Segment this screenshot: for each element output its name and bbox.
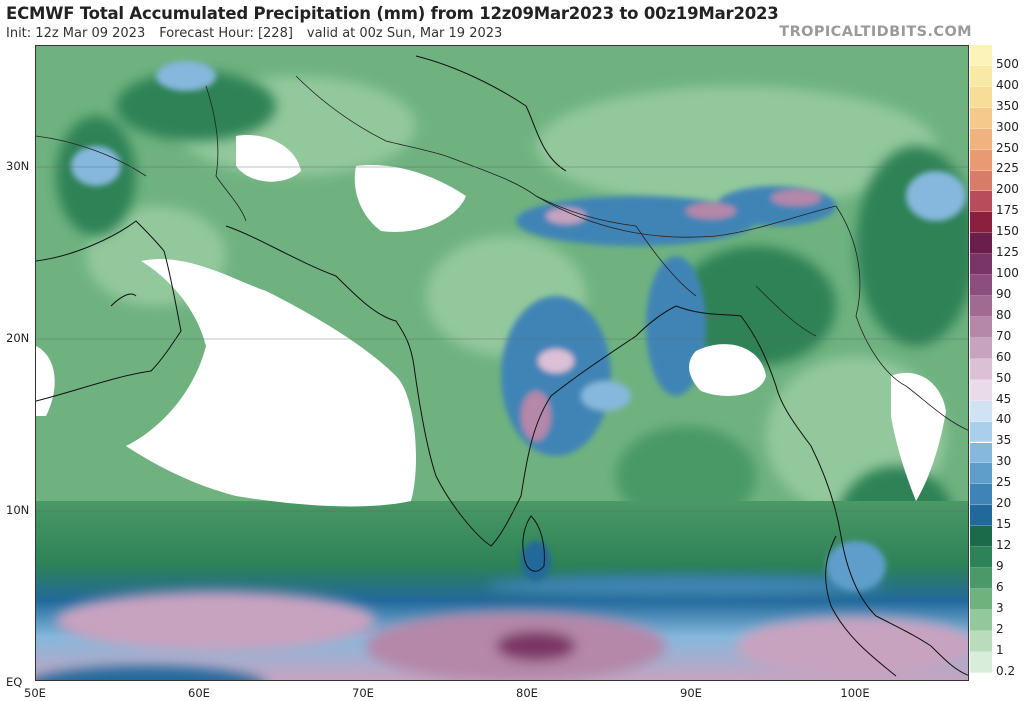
- legend-label-175: 175: [996, 203, 1019, 218]
- graticule: [36, 166, 968, 512]
- precip-color-legend: [970, 45, 992, 681]
- lat-label-10n: 10N: [6, 503, 30, 517]
- lat-label-eq: EQ: [6, 675, 23, 689]
- legend-swatch-2: [970, 609, 992, 631]
- legend-label-25: 25: [996, 475, 1012, 490]
- legend-label-70: 70: [996, 328, 1012, 343]
- legend-swatch-12: [970, 526, 992, 548]
- coastlines: [36, 55, 968, 677]
- legend-swatch-80: [970, 296, 992, 317]
- legend-label-50: 50: [996, 370, 1012, 385]
- legend-swatch-25: [970, 463, 992, 485]
- legend-swatch-200: [970, 170, 992, 192]
- legend-swatch-400: [970, 65, 992, 87]
- legend-label-2: 2: [996, 621, 1004, 636]
- precip-heavy-regions: [71, 61, 966, 591]
- legend-swatch-250: [970, 128, 992, 150]
- valid-time: valid at 00z Sun, Mar 19 2023: [306, 26, 503, 41]
- legend-label-400: 400: [996, 77, 1019, 92]
- country-borders: [36, 75, 968, 431]
- legend-label-1: 1: [996, 642, 1004, 657]
- legend-swatch-300: [970, 107, 992, 129]
- forecast-hour: Forecast Hour: [228]: [159, 26, 293, 41]
- lon-label-60e: 60E: [188, 686, 210, 700]
- legend-label-225: 225: [996, 161, 1019, 176]
- legend-swatch-225: [970, 149, 992, 171]
- map-subtitle: Init: 12z Mar 09 2023 Forecast Hour: [228…: [6, 26, 516, 41]
- legend-label-0-2: 0.2: [996, 663, 1016, 678]
- legend-swatch-35: [970, 421, 992, 443]
- legend-swatch-15: [970, 505, 992, 527]
- legend-label-125: 125: [996, 245, 1019, 260]
- legend-swatch-0-2: [970, 651, 992, 673]
- lon-label-70e: 70E: [352, 686, 374, 700]
- brand-watermark: TROPICALTIDBITS.COM: [779, 24, 972, 40]
- legend-swatch-6: [970, 568, 992, 589]
- lon-label-100e: 100E: [840, 686, 870, 700]
- legend-label-500: 500: [996, 56, 1019, 71]
- legend-swatch-30: [970, 442, 992, 464]
- lon-label-80e: 80E: [516, 686, 538, 700]
- legend-label-80: 80: [996, 307, 1012, 322]
- legend-swatch-90: [970, 275, 992, 297]
- legend-label-3: 3: [996, 600, 1004, 615]
- legend-swatch-1: [970, 630, 992, 652]
- legend-swatch-350: [970, 86, 992, 108]
- legend-label-20: 20: [996, 496, 1012, 511]
- legend-swatch-175: [970, 191, 992, 213]
- legend-label-100: 100: [996, 266, 1019, 281]
- legend-swatch-40: [970, 400, 992, 422]
- legend-label-35: 35: [996, 433, 1012, 448]
- legend-swatch-20: [970, 484, 992, 506]
- legend-label-250: 250: [996, 140, 1019, 155]
- map-title: ECMWF Total Accumulated Precipitation (m…: [6, 4, 779, 23]
- precipitation-map: [35, 45, 969, 681]
- map-canvas: [36, 46, 968, 680]
- legend-label-300: 300: [996, 119, 1019, 134]
- dry-areas: [36, 135, 946, 507]
- legend-label-9: 9: [996, 558, 1004, 573]
- legend-swatch-150: [970, 212, 992, 234]
- init-time: Init: 12z Mar 09 2023: [6, 26, 146, 41]
- legend-label-40: 40: [996, 412, 1012, 427]
- legend-label-200: 200: [996, 182, 1019, 197]
- legend-label-45: 45: [996, 391, 1012, 406]
- legend-label-6: 6: [996, 579, 1004, 594]
- legend-swatch-50: [970, 358, 992, 380]
- legend-label-30: 30: [996, 454, 1012, 469]
- legend-label-350: 350: [996, 98, 1019, 113]
- legend-label-15: 15: [996, 517, 1012, 532]
- legend-swatch-3: [970, 588, 992, 610]
- legend-swatch-100: [970, 254, 992, 276]
- legend-label-90: 90: [996, 286, 1012, 301]
- legend-swatch-9: [970, 547, 992, 568]
- legend-swatch-125: [970, 233, 992, 255]
- lat-label-30n: 30N: [6, 159, 30, 173]
- lon-label-50e: 50E: [24, 686, 46, 700]
- legend-label-60: 60: [996, 349, 1012, 364]
- legend-swatch-45: [970, 379, 992, 401]
- equatorial-band-detail: [36, 576, 968, 680]
- legend-swatch-70: [970, 316, 992, 338]
- lon-label-90e: 90E: [680, 686, 702, 700]
- legend-label-12: 12: [996, 538, 1012, 552]
- legend-swatch-60: [970, 337, 992, 359]
- legend-swatch-500: [970, 45, 992, 66]
- lat-label-20n: 20N: [6, 331, 30, 345]
- legend-label-150: 150: [996, 224, 1019, 239]
